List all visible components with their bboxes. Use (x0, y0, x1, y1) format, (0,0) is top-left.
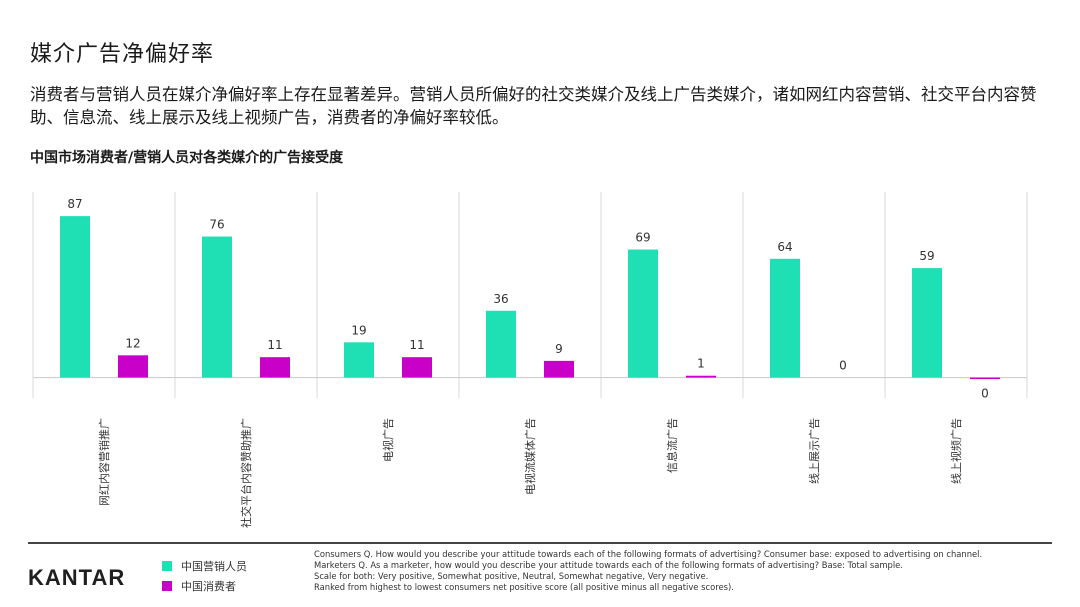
legend-swatch-marketers (162, 561, 172, 571)
note-line: Marketers Q. As a marketer, how would yo… (314, 560, 903, 570)
bar (628, 249, 658, 378)
data-label: 76 (209, 218, 224, 232)
legend-swatch-consumers (162, 581, 172, 591)
data-label: 11 (409, 338, 424, 352)
footer-divider (28, 542, 1052, 544)
category-label: 网红内容营销推广 (97, 418, 111, 506)
data-label: 9 (555, 342, 563, 356)
category-label: 电视广告 (381, 418, 395, 462)
data-label: 19 (351, 323, 366, 337)
bar (60, 216, 90, 378)
data-label: 0 (839, 359, 847, 373)
bar-chart: 87 76 19 36 69 64 59 12 11 11 9 1 0 0 网红内容营销推广 社交平台内容赞助… (32, 192, 1028, 528)
bar (544, 360, 574, 378)
note-line: Ranked from highest to lowest consumers … (314, 582, 734, 592)
note-line: Scale for both: Very positive, Somewhat … (314, 571, 709, 581)
legend-item-consumers: 中国消费者 (162, 579, 236, 593)
data-label: 12 (125, 336, 140, 350)
data-label: 64 (777, 240, 792, 254)
data-label: 87 (67, 197, 82, 211)
data-label: 36 (493, 292, 508, 306)
data-label: 1 (697, 357, 705, 371)
methodology-notes: Consumers Q. How would you describe your… (314, 549, 1054, 593)
bar (686, 375, 716, 378)
data-label: 69 (635, 231, 650, 245)
legend-label-marketers: 中国营销人员 (181, 560, 247, 573)
legend-label-consumers: 中国消费者 (181, 580, 236, 593)
note-line: Consumers Q. How would you describe your… (314, 549, 983, 559)
bar (202, 236, 232, 378)
bar (970, 377, 1000, 380)
legend-item-marketers: 中国营销人员 (162, 559, 247, 573)
data-label: 0 (981, 387, 989, 401)
category-label: 信息流广告 (665, 418, 679, 473)
bar (118, 355, 148, 378)
bar (344, 342, 374, 378)
category-label: 线上展示广告 (807, 418, 821, 484)
data-label: 59 (919, 249, 934, 263)
bar (912, 268, 942, 378)
category-label: 电视流媒体广告 (523, 418, 537, 495)
page-subtitle: 消费者与营销人员在媒介净偏好率上存在显著差异。营销人员所偏好的社交类媒介及线上广… (30, 85, 1037, 127)
chart-title: 中国市场消费者/营销人员对各类媒介的广告接受度 (30, 150, 344, 166)
bar (770, 258, 800, 378)
category-label: 线上视频广告 (949, 418, 963, 484)
data-label: 11 (267, 338, 282, 352)
category-label: 社交平台内容赞助推广 (239, 418, 253, 528)
page-title: 媒介广告净偏好率 (30, 42, 215, 67)
bar (402, 357, 432, 378)
bar (260, 357, 290, 378)
kantar-logo: KANTAR (28, 565, 126, 590)
bar (486, 310, 516, 378)
